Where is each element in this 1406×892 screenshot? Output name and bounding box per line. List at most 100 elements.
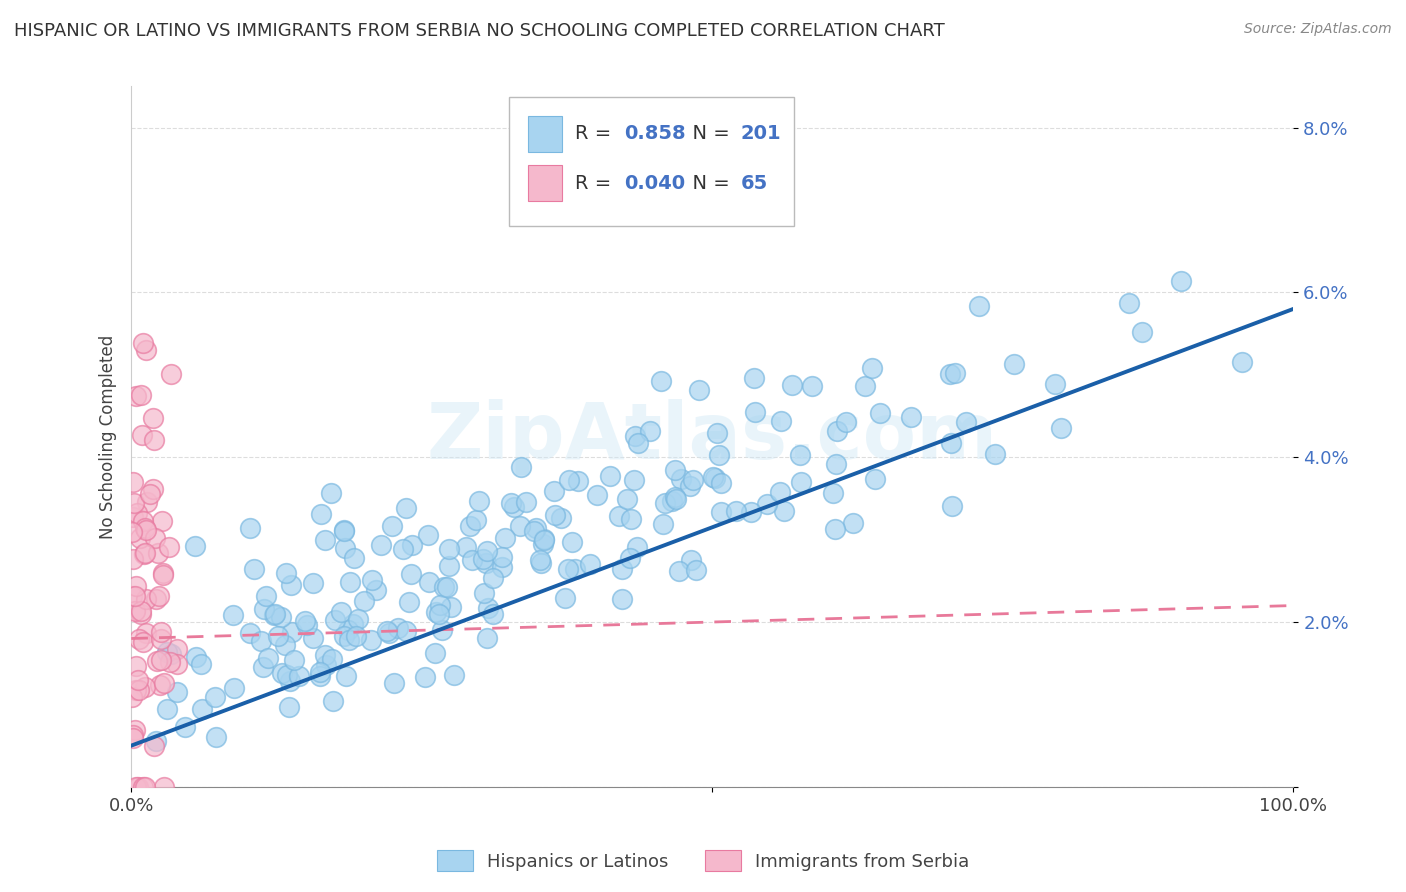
Point [558,474,581,488]
Point [475,556,498,570]
Point [125,682,148,697]
Point [148,589,170,603]
Point [146,654,169,668]
Point [531,536,554,550]
Point [860,361,883,376]
Point [205,731,228,745]
Point [491,549,513,564]
Point [607,508,630,523]
Point [533,533,555,548]
Text: R =: R = [575,125,617,144]
Point [276,668,298,682]
Point [142,482,165,496]
Point [688,383,710,397]
Point [253,601,276,615]
Point [825,425,848,439]
Point [599,468,621,483]
Text: ZipAtlas.com: ZipAtlas.com [427,399,998,475]
Point [135,523,157,537]
Point [515,495,537,509]
Point [477,600,499,615]
Point [842,516,865,530]
Point [418,574,440,589]
Point [121,690,143,704]
Point [125,578,148,592]
Point [1130,325,1153,339]
Point [620,512,643,526]
Point [377,626,399,640]
Point [399,566,422,581]
Point [429,599,451,613]
Point [129,531,152,545]
Point [132,335,155,350]
Point [329,605,352,619]
Point [626,540,648,554]
Point [458,519,481,533]
Point [651,517,673,532]
Point [681,553,703,567]
Point [132,547,155,561]
Text: 65: 65 [740,174,768,193]
Point [191,702,214,716]
Point [664,462,686,476]
Point [638,425,661,439]
Point [157,541,180,555]
Point [150,514,173,528]
Point [142,410,165,425]
Point [337,632,360,647]
Point [132,514,155,528]
Point [984,447,1007,461]
Text: 201: 201 [740,125,780,144]
Point [121,728,143,742]
Point [702,470,724,484]
Text: N =: N = [681,125,735,144]
Point [710,475,733,490]
Point [184,539,207,553]
Point [740,505,762,519]
Point [135,626,157,640]
Point [302,631,325,645]
Point [529,553,551,567]
Point [122,510,145,524]
Point [332,524,354,538]
Point [491,560,513,574]
Point [190,657,212,671]
Point [509,519,531,533]
Text: 0.858: 0.858 [624,125,686,144]
Point [398,595,420,609]
Point [443,668,465,682]
Point [654,496,676,510]
Point [1050,421,1073,435]
Point [869,406,891,420]
Point [131,428,153,442]
Point [616,492,638,507]
Point [142,434,165,448]
Point [125,659,148,673]
Point [309,507,332,521]
Point [145,591,167,606]
Point [129,388,152,402]
Point [685,564,707,578]
Point [800,379,823,393]
Point [364,582,387,597]
Point [533,532,555,546]
Point [315,658,337,673]
Point [274,566,297,580]
Point [586,488,609,502]
Point [494,531,516,545]
Point [623,474,645,488]
Point [709,505,731,519]
Point [346,612,368,626]
Point [129,604,152,618]
Point [132,635,155,649]
Point [703,471,725,485]
FancyBboxPatch shape [527,116,562,153]
Point [1118,295,1140,310]
Point [271,665,294,680]
Point [381,518,404,533]
Point [124,723,146,737]
Point [166,685,188,699]
Point [744,405,766,419]
Point [564,562,586,576]
Point [437,559,460,574]
